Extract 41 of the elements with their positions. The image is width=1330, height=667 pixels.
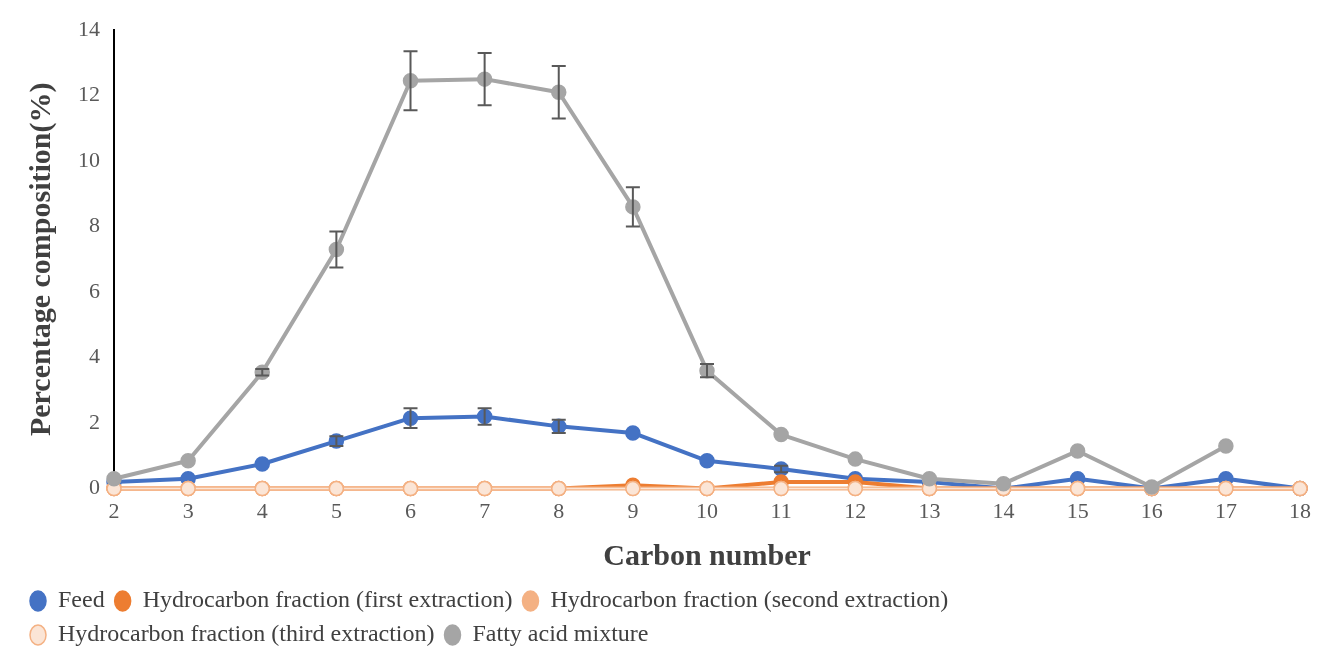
x-tick-label: 7 xyxy=(479,497,491,523)
x-axis-title: Carbon number xyxy=(603,537,811,571)
x-tick-label: 8 xyxy=(553,497,565,523)
point xyxy=(773,426,789,443)
x-tick-label: 18 xyxy=(1289,497,1311,523)
point xyxy=(995,475,1012,492)
point xyxy=(1069,443,1086,459)
legend-label: Feed xyxy=(58,586,105,613)
y-tick-label: 14 xyxy=(78,15,100,41)
x-tick-label: 3 xyxy=(182,497,194,523)
x-tick-label: 9 xyxy=(627,497,639,523)
y-tick-label: 12 xyxy=(78,81,100,107)
x-tick-label: 12 xyxy=(844,497,867,523)
x-tick-label: 15 xyxy=(1066,497,1089,523)
x-tick-label: 5 xyxy=(330,497,342,523)
legend-label: Fatty acid mixture xyxy=(472,620,649,647)
y-tick-label: 0 xyxy=(89,474,100,500)
y-tick-label: 8 xyxy=(89,212,100,238)
x-tick-label: 14 xyxy=(992,497,1015,523)
point xyxy=(625,425,641,441)
legend-label: Hydrocarbon fraction (first extraction) xyxy=(142,586,513,613)
y-tick-label: 10 xyxy=(78,146,100,172)
point xyxy=(254,456,270,472)
x-tick-label: 17 xyxy=(1214,497,1237,523)
point xyxy=(847,451,863,467)
legend-label: Hydrocarbon fraction (second extraction) xyxy=(550,586,949,613)
point xyxy=(1218,438,1234,454)
x-tick-label: 6 xyxy=(405,497,416,523)
legend-label: Hydrocarbon fraction (third extraction) xyxy=(58,620,435,647)
y-tick-label: 4 xyxy=(89,343,100,369)
x-tick-label: 11 xyxy=(770,497,792,523)
x-tick-label: 4 xyxy=(256,497,268,523)
x-tick-label: 2 xyxy=(108,497,120,523)
x-tick-label: 10 xyxy=(696,497,718,523)
point xyxy=(699,453,715,469)
point xyxy=(180,453,196,469)
y-tick-label: 6 xyxy=(89,277,100,303)
y-axis-title: Percentage composition(%) xyxy=(22,82,57,437)
x-tick-label: 16 xyxy=(1140,497,1163,523)
x-tick-label: 13 xyxy=(918,497,941,523)
y-tick-label: 2 xyxy=(89,408,100,434)
